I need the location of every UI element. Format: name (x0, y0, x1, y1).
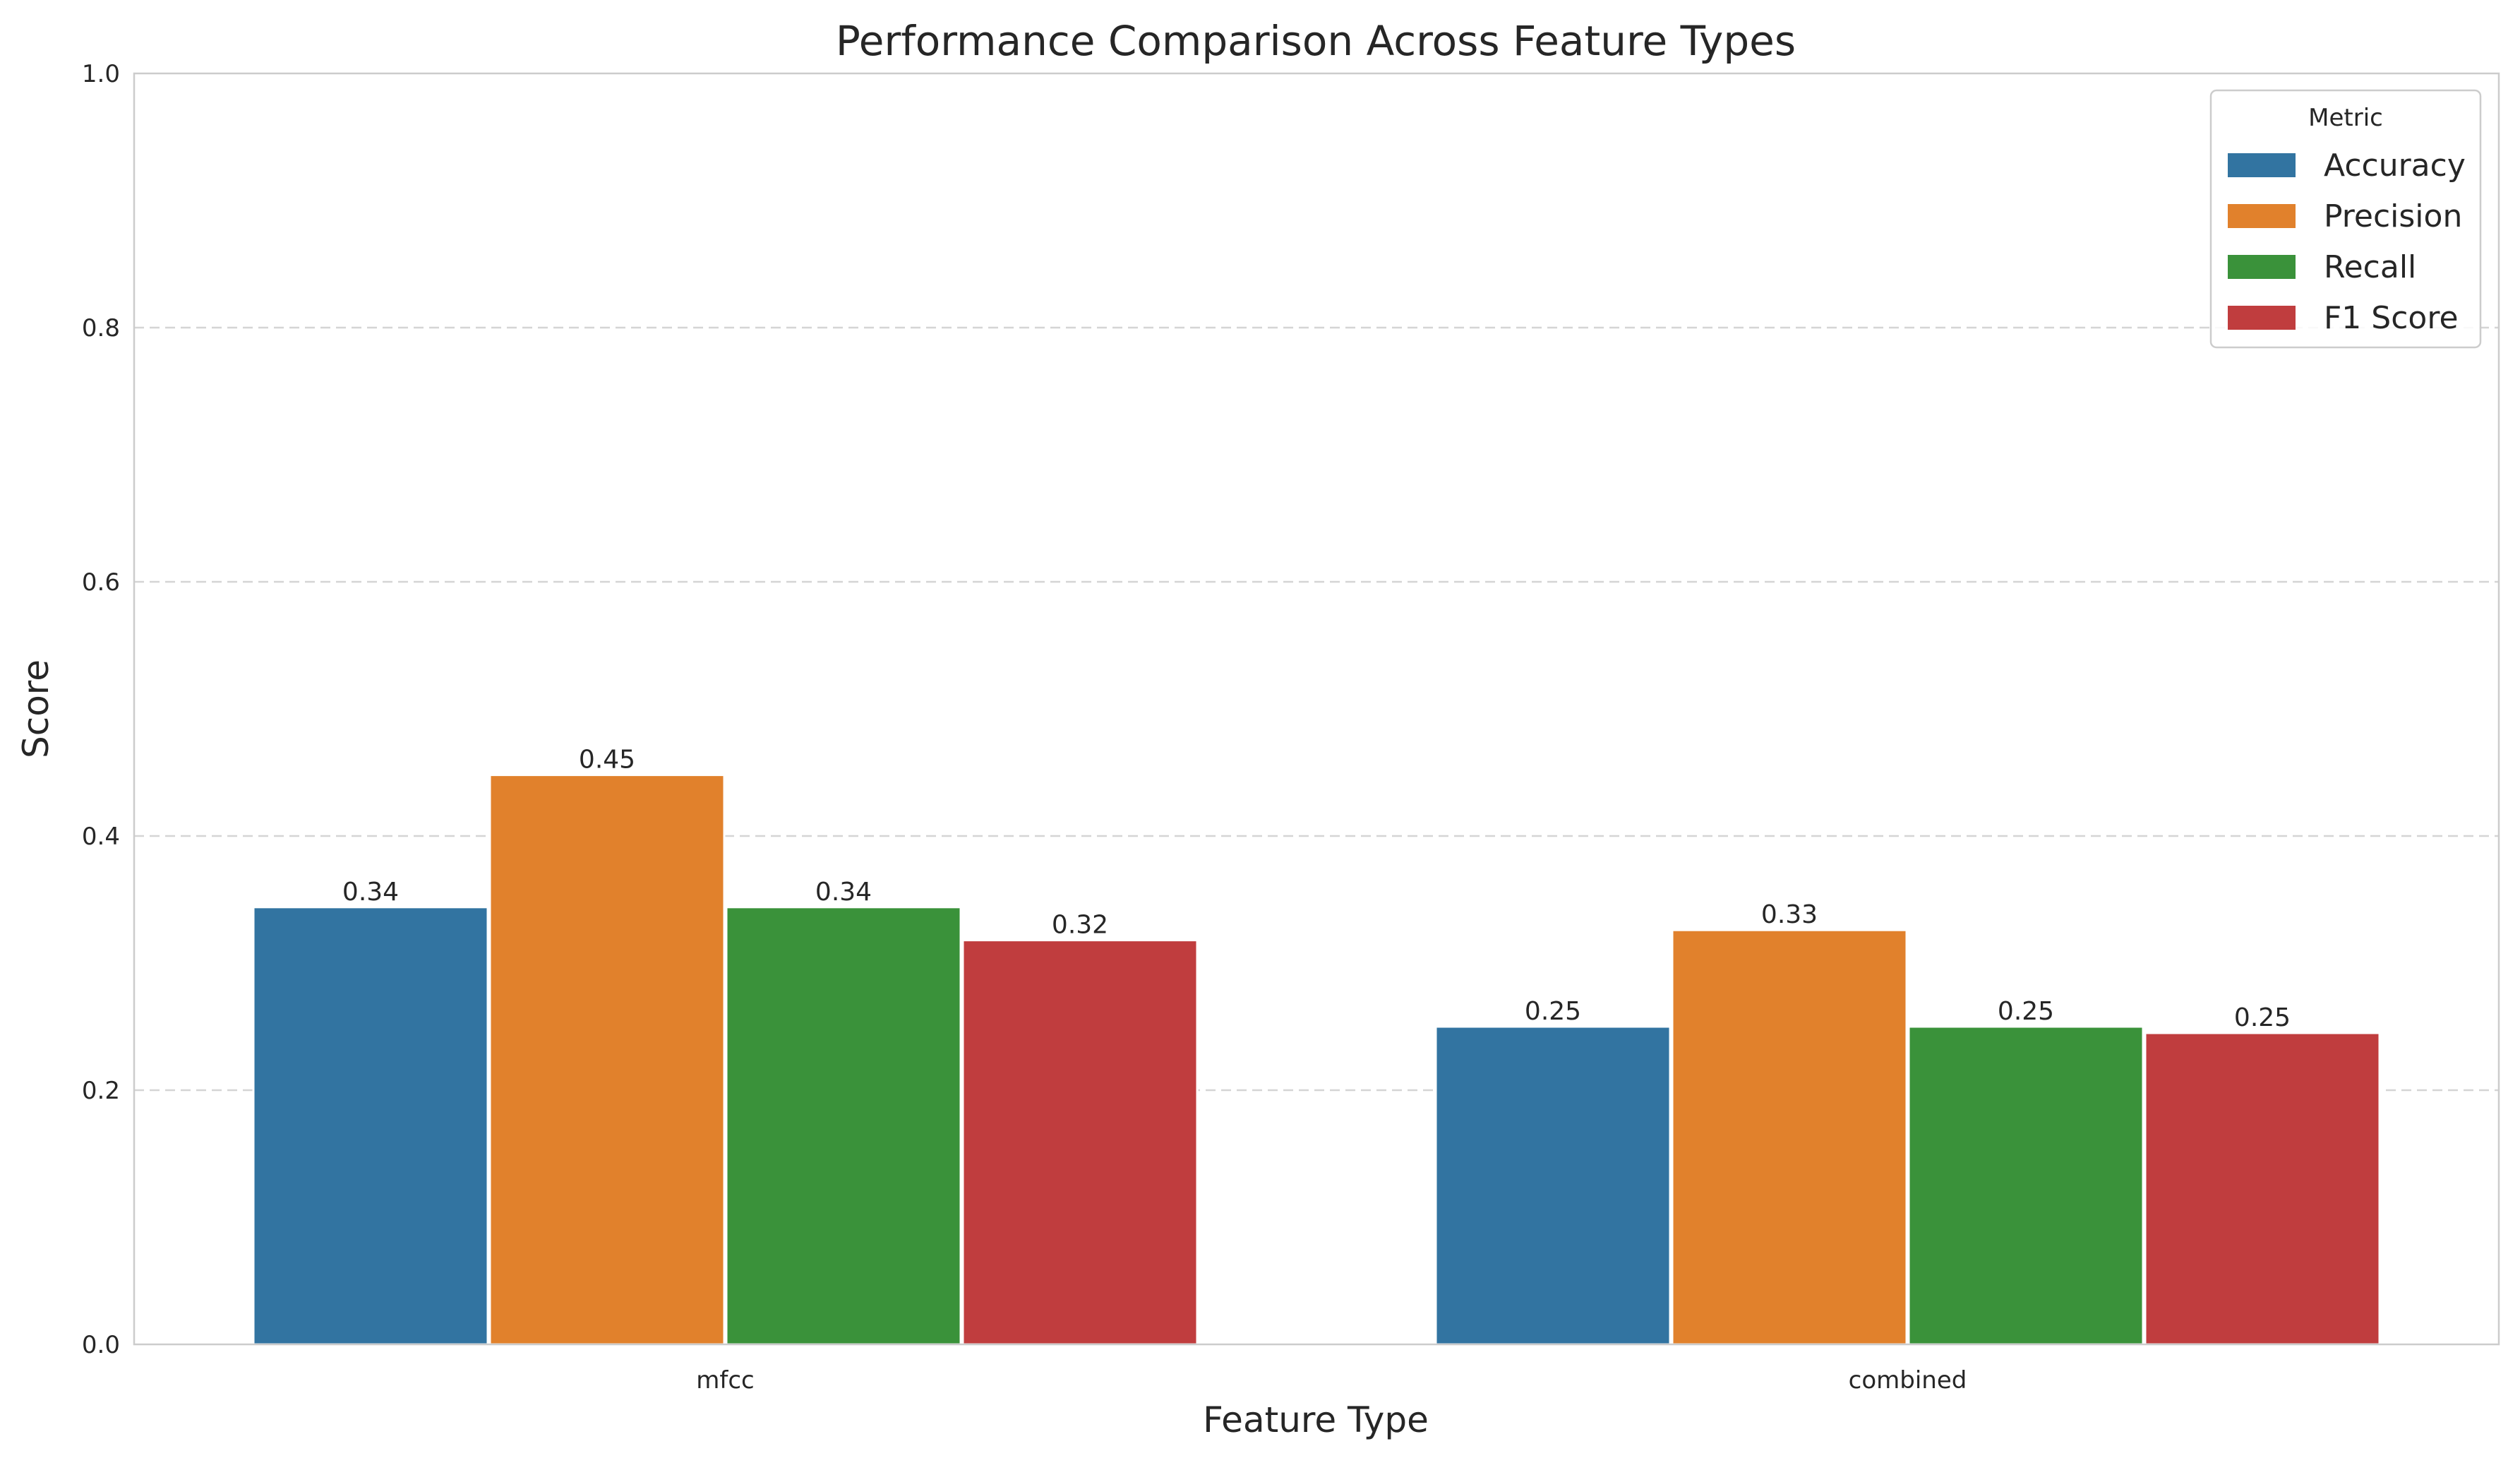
legend-title: Metric (2308, 104, 2383, 132)
plot-frame (133, 72, 2500, 1346)
y-axis-ticks: 0.0 0.2 0.4 0.6 0.8 1.0 (82, 60, 120, 1359)
legend-swatch (2228, 204, 2296, 228)
x-axis-label: Feature Type (1203, 1399, 1429, 1440)
data-label: 0.25 (1998, 997, 2054, 1026)
y-tick-label: 1.0 (82, 60, 120, 88)
data-label: 0.25 (1525, 997, 1581, 1026)
legend-entry: Accuracy (2324, 148, 2466, 184)
legend-entry: Recall (2324, 249, 2416, 285)
data-label: 0.32 (1052, 911, 1108, 940)
legend-entry: Precision (2324, 198, 2462, 234)
bar-recall-mfcc (725, 906, 962, 1346)
y-tick-label: 0.2 (82, 1077, 120, 1105)
y-tick-label: 0.8 (82, 314, 120, 342)
bar-f1-score-combined (2144, 1032, 2381, 1346)
bar-accuracy-combined (1434, 1025, 1672, 1346)
x-axis-ticks: mfcc combined (696, 1366, 1967, 1395)
chart-title: Performance Comparison Across Feature Ty… (836, 17, 1796, 65)
data-label: 0.34 (815, 878, 872, 907)
data-label: 0.25 (2234, 1003, 2291, 1032)
legend: Metric Accuracy Precision Recall F1 Score (2209, 89, 2482, 349)
data-labels: 0.34 0.45 0.34 0.32 0.25 0.33 0.25 0.25 (342, 746, 2291, 1032)
legend-swatch (2228, 153, 2296, 177)
bar-accuracy-mfcc (252, 906, 489, 1346)
bar-precision-mfcc (488, 774, 726, 1346)
y-axis-label: Score (16, 659, 56, 758)
x-tick-label: combined (1849, 1366, 1967, 1395)
bar-recall-combined (1907, 1025, 2144, 1346)
bar-f1-score-mfcc (961, 939, 1199, 1346)
data-label: 0.33 (1761, 900, 1818, 929)
y-tick-label: 0.0 (82, 1331, 120, 1359)
bars (252, 774, 2381, 1346)
y-tick-label: 0.4 (82, 823, 120, 851)
y-tick-label: 0.6 (82, 568, 120, 597)
bar-precision-combined (1671, 928, 1908, 1346)
legend-swatch (2228, 306, 2296, 330)
legend-entry: F1 Score (2324, 300, 2459, 336)
x-tick-label: mfcc (696, 1366, 754, 1395)
data-label: 0.45 (579, 746, 635, 775)
legend-swatch (2228, 255, 2296, 279)
data-label: 0.34 (342, 878, 399, 907)
